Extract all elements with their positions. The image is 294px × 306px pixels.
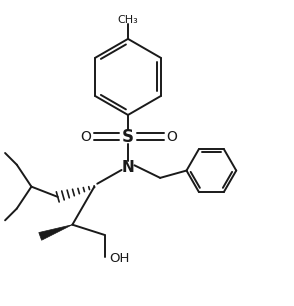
Polygon shape [39,225,72,240]
Text: O: O [166,130,177,144]
Text: OH: OH [109,252,129,265]
Text: CH₃: CH₃ [118,15,138,25]
Text: S: S [122,128,134,146]
Text: N: N [122,160,134,175]
Text: O: O [80,130,91,144]
